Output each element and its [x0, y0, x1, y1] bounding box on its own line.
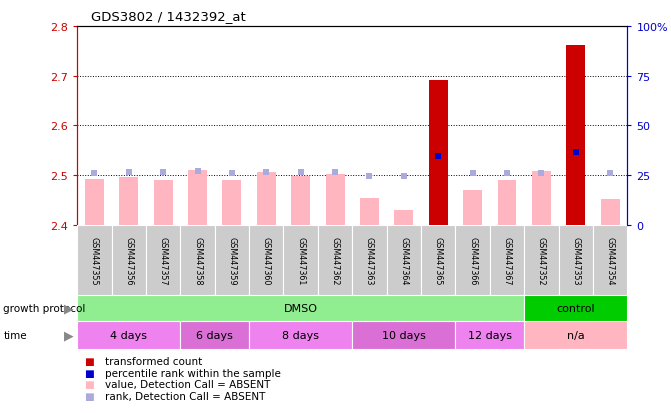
Text: DMSO: DMSO [284, 303, 317, 313]
Text: GSM447352: GSM447352 [537, 236, 546, 285]
Bar [325, 175, 344, 225]
Bar [566, 46, 585, 225]
Text: 4 days: 4 days [110, 330, 147, 340]
Text: GSM447364: GSM447364 [399, 236, 409, 284]
Bar [498, 180, 517, 225]
Bar [215, 225, 249, 295]
Text: GSM447357: GSM447357 [158, 236, 168, 285]
Text: GSM447362: GSM447362 [331, 236, 340, 285]
Bar [188, 171, 207, 225]
Bar [490, 225, 524, 295]
Text: GSM447355: GSM447355 [90, 236, 99, 285]
Bar [146, 225, 180, 295]
Text: growth protocol: growth protocol [3, 303, 86, 313]
Bar [119, 178, 138, 225]
Bar [77, 321, 180, 349]
Bar [524, 321, 627, 349]
Text: ■: ■ [84, 380, 94, 389]
Bar [456, 321, 524, 349]
Text: time: time [3, 330, 27, 340]
Text: ■: ■ [84, 356, 94, 366]
Text: 6 days: 6 days [197, 330, 233, 340]
Text: GSM447358: GSM447358 [193, 236, 202, 285]
Bar [395, 210, 413, 225]
Bar [532, 171, 551, 225]
Bar [154, 180, 172, 225]
Text: GSM447367: GSM447367 [503, 236, 511, 285]
Text: GSM447360: GSM447360 [262, 236, 271, 284]
Bar [524, 225, 558, 295]
Bar [429, 81, 448, 225]
Bar [180, 321, 249, 349]
Text: 8 days: 8 days [282, 330, 319, 340]
Text: GSM447365: GSM447365 [433, 236, 443, 285]
Bar [463, 190, 482, 225]
Text: GSM447366: GSM447366 [468, 236, 477, 284]
Bar [386, 225, 421, 295]
Bar [360, 199, 379, 225]
Text: 12 days: 12 days [468, 330, 512, 340]
Bar [318, 225, 352, 295]
Text: transformed count: transformed count [105, 356, 203, 366]
Bar [77, 225, 111, 295]
Text: GSM447353: GSM447353 [571, 236, 580, 285]
Text: percentile rank within the sample: percentile rank within the sample [105, 368, 281, 378]
Text: ▶: ▶ [64, 329, 74, 342]
Bar [85, 180, 104, 225]
Bar [352, 321, 456, 349]
Bar [283, 225, 318, 295]
Bar [593, 225, 627, 295]
Bar [180, 225, 215, 295]
Bar [291, 177, 310, 225]
Text: n/a: n/a [567, 330, 584, 340]
Bar [249, 225, 283, 295]
Bar [223, 180, 242, 225]
Text: 10 days: 10 days [382, 330, 426, 340]
Bar [559, 225, 593, 295]
Bar [111, 225, 146, 295]
Text: GSM447359: GSM447359 [227, 236, 236, 285]
Text: value, Detection Call = ABSENT: value, Detection Call = ABSENT [105, 380, 270, 389]
Bar [421, 225, 456, 295]
Text: ▶: ▶ [64, 302, 74, 315]
Bar [77, 295, 524, 321]
Text: ■: ■ [84, 368, 94, 378]
Text: GSM447354: GSM447354 [606, 236, 615, 285]
Bar [456, 225, 490, 295]
Text: ■: ■ [84, 391, 94, 401]
Text: control: control [556, 303, 595, 313]
Text: GSM447361: GSM447361 [296, 236, 305, 284]
Text: GSM447356: GSM447356 [124, 236, 134, 285]
Bar [249, 321, 352, 349]
Bar [601, 199, 619, 225]
Bar [352, 225, 386, 295]
Text: GDS3802 / 1432392_at: GDS3802 / 1432392_at [91, 10, 246, 23]
Bar [257, 173, 276, 225]
Text: GSM447363: GSM447363 [365, 236, 374, 284]
Text: rank, Detection Call = ABSENT: rank, Detection Call = ABSENT [105, 391, 266, 401]
Bar [524, 295, 627, 321]
